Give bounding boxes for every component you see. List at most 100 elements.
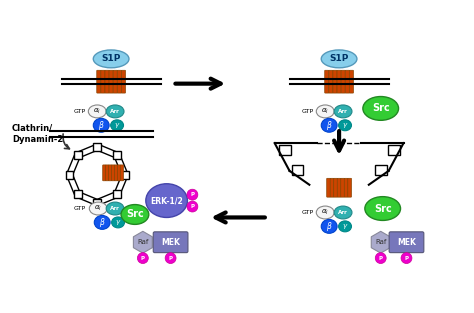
Ellipse shape: [88, 105, 106, 118]
FancyBboxPatch shape: [329, 70, 333, 93]
Bar: [73, 151, 82, 159]
FancyBboxPatch shape: [106, 165, 109, 181]
Bar: [73, 191, 82, 198]
Ellipse shape: [338, 120, 352, 131]
Bar: [93, 199, 101, 207]
Text: $\gamma$: $\gamma$: [342, 222, 348, 231]
FancyBboxPatch shape: [114, 165, 118, 181]
Ellipse shape: [363, 96, 399, 120]
FancyBboxPatch shape: [337, 70, 341, 93]
Text: Arr: Arr: [110, 206, 120, 211]
Text: $\alpha_i$: $\alpha_i$: [321, 208, 329, 217]
FancyBboxPatch shape: [341, 70, 345, 93]
Ellipse shape: [110, 120, 124, 131]
Text: P: P: [191, 192, 194, 197]
FancyBboxPatch shape: [113, 70, 117, 93]
Bar: [114, 154, 128, 176]
FancyBboxPatch shape: [345, 70, 349, 93]
Ellipse shape: [334, 206, 352, 219]
Text: P: P: [404, 256, 409, 261]
Bar: [96, 144, 118, 158]
Ellipse shape: [93, 118, 109, 132]
Text: $\beta$: $\beta$: [99, 216, 106, 229]
Ellipse shape: [365, 197, 401, 220]
Ellipse shape: [89, 202, 107, 215]
Text: GTP: GTP: [301, 210, 313, 215]
FancyBboxPatch shape: [325, 70, 329, 93]
Text: P: P: [141, 256, 145, 261]
Text: GTP: GTP: [73, 206, 85, 211]
Ellipse shape: [316, 206, 334, 219]
Text: Clathrin/: Clathrin/: [12, 124, 53, 133]
Text: $\gamma$: $\gamma$: [342, 121, 348, 130]
Polygon shape: [371, 231, 390, 253]
Text: $\gamma$: $\gamma$: [115, 218, 121, 227]
FancyBboxPatch shape: [109, 165, 112, 181]
Text: $\alpha_i$: $\alpha_i$: [321, 107, 329, 116]
Bar: [375, 165, 387, 175]
Text: S1P: S1P: [329, 54, 349, 63]
FancyBboxPatch shape: [118, 165, 120, 181]
Ellipse shape: [321, 219, 337, 233]
Text: $\beta$: $\beta$: [326, 119, 332, 132]
FancyBboxPatch shape: [341, 178, 345, 197]
FancyBboxPatch shape: [97, 70, 101, 93]
Bar: [292, 165, 303, 175]
Circle shape: [165, 253, 176, 264]
Text: P: P: [379, 256, 383, 261]
Circle shape: [401, 253, 412, 264]
Text: MEK: MEK: [161, 238, 180, 247]
Text: Src: Src: [126, 209, 144, 219]
Bar: [121, 171, 129, 179]
Text: MEK: MEK: [397, 238, 416, 247]
Ellipse shape: [146, 184, 187, 218]
FancyBboxPatch shape: [101, 70, 105, 93]
Text: Arr: Arr: [110, 109, 120, 114]
FancyBboxPatch shape: [344, 178, 348, 197]
FancyBboxPatch shape: [120, 165, 124, 181]
Ellipse shape: [93, 50, 129, 68]
Bar: [388, 145, 400, 155]
Bar: [279, 145, 291, 155]
Text: GTP: GTP: [73, 109, 85, 114]
Text: Src: Src: [372, 103, 390, 113]
Bar: [67, 174, 81, 196]
Ellipse shape: [321, 118, 337, 132]
Bar: [76, 144, 99, 158]
Ellipse shape: [94, 215, 110, 229]
FancyBboxPatch shape: [121, 70, 126, 93]
FancyBboxPatch shape: [349, 70, 354, 93]
FancyBboxPatch shape: [334, 178, 337, 197]
Ellipse shape: [338, 221, 352, 232]
FancyBboxPatch shape: [330, 178, 334, 197]
Bar: [113, 151, 121, 159]
Text: $\gamma$: $\gamma$: [114, 121, 120, 130]
FancyBboxPatch shape: [109, 70, 113, 93]
Text: S1P: S1P: [101, 54, 121, 63]
Text: $\beta$: $\beta$: [98, 119, 105, 132]
Text: $\alpha_i$: $\alpha_i$: [93, 107, 101, 116]
Bar: [65, 171, 73, 179]
FancyBboxPatch shape: [337, 178, 341, 197]
Text: Arr: Arr: [338, 109, 348, 114]
FancyBboxPatch shape: [348, 178, 352, 197]
Polygon shape: [133, 231, 152, 253]
FancyArrowPatch shape: [63, 134, 69, 149]
FancyBboxPatch shape: [389, 232, 424, 253]
Text: Dynamin-2: Dynamin-2: [12, 135, 63, 144]
Text: ERK-1/2: ERK-1/2: [150, 196, 183, 205]
Bar: [93, 143, 101, 151]
FancyBboxPatch shape: [111, 165, 115, 181]
Ellipse shape: [111, 217, 125, 228]
Ellipse shape: [106, 105, 124, 118]
Text: Raf: Raf: [137, 239, 148, 245]
Text: Raf: Raf: [375, 239, 386, 245]
Bar: [67, 154, 81, 176]
FancyBboxPatch shape: [327, 178, 330, 197]
Bar: [114, 174, 128, 196]
FancyBboxPatch shape: [117, 70, 121, 93]
Ellipse shape: [316, 105, 334, 118]
Circle shape: [375, 253, 386, 264]
FancyBboxPatch shape: [153, 232, 188, 253]
Bar: [76, 192, 99, 205]
